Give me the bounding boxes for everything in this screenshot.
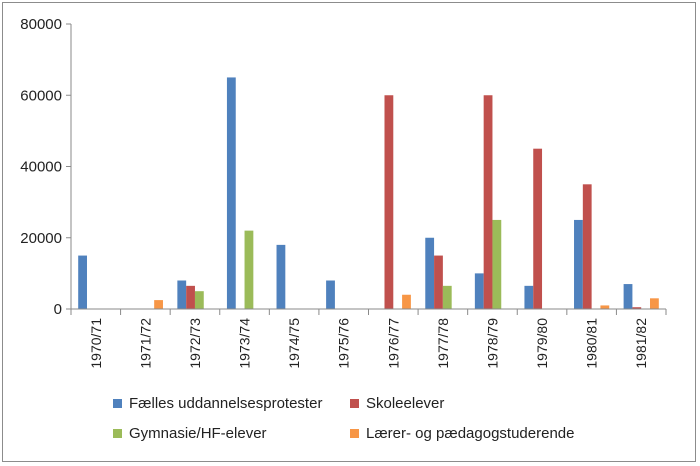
legend-label: Lærer- og pædagogstuderende	[366, 425, 574, 442]
legend-swatch	[350, 429, 359, 438]
bar	[474, 273, 484, 309]
bar-chart: 0 20000 40000 60000 80000 1970/71 1971/72 1972…	[20, 16, 667, 442]
x-tick-label: 1977/78	[435, 318, 451, 369]
bar	[402, 294, 411, 309]
x-tick-label: 1976/77	[385, 318, 401, 369]
bar	[194, 291, 204, 309]
x-tick-label: 1972/73	[187, 318, 203, 369]
legend: Fælles uddannelsesprotester Skoleelever Gy…	[113, 395, 574, 442]
bar	[276, 244, 286, 309]
bar	[78, 255, 87, 309]
x-tick-label: 1978/79	[484, 318, 500, 369]
legend-label: Fælles uddannelsesprotester	[129, 395, 322, 412]
bar	[632, 307, 642, 309]
bar	[574, 219, 583, 309]
bars	[78, 77, 659, 309]
bar	[650, 298, 659, 309]
legend-label: Gymnasie/HF-elever	[129, 425, 267, 442]
x-tick-label: 1970/71	[88, 318, 104, 369]
bar	[177, 280, 187, 309]
bar	[434, 255, 443, 309]
bar	[600, 305, 610, 309]
bar	[492, 219, 502, 309]
bar	[186, 285, 195, 309]
bar	[582, 184, 592, 309]
bar	[226, 77, 236, 309]
bar	[244, 230, 254, 309]
legend-swatch	[350, 399, 359, 408]
x-tick-label: 1975/76	[336, 318, 352, 369]
y-tick-label: 20000	[20, 230, 62, 247]
x-tick-label: 1980/81	[584, 318, 600, 369]
bar	[384, 95, 394, 309]
x-tick-label: 1971/72	[137, 318, 153, 369]
y-tick-label: 40000	[20, 159, 62, 176]
legend-label: Skoleelever	[366, 395, 444, 412]
bar	[154, 300, 163, 309]
y-tick-label: 60000	[20, 87, 62, 104]
y-axis: 0 20000 40000 60000 80000	[20, 16, 72, 318]
bar	[524, 285, 534, 309]
bar	[442, 285, 452, 309]
bar	[483, 95, 493, 309]
x-axis: 1970/71 1971/72 1972/73 1973/74 1974/75 1975/…	[70, 308, 667, 369]
legend-swatch	[113, 429, 122, 438]
y-tick-label: 80000	[20, 16, 62, 33]
y-tick-label: 0	[54, 301, 62, 318]
bar	[623, 284, 633, 309]
x-tick-label: 1974/75	[286, 318, 302, 369]
x-tick-label: 1973/74	[237, 318, 253, 369]
bar	[425, 237, 435, 309]
bar	[533, 148, 543, 309]
bar	[326, 280, 335, 309]
legend-swatch	[113, 399, 122, 408]
x-tick-label: 1981/82	[633, 318, 649, 369]
chart-frame: 0 20000 40000 60000 80000 1970/71 1971/72 1972…	[2, 2, 696, 462]
x-tick-label: 1979/80	[534, 318, 550, 369]
